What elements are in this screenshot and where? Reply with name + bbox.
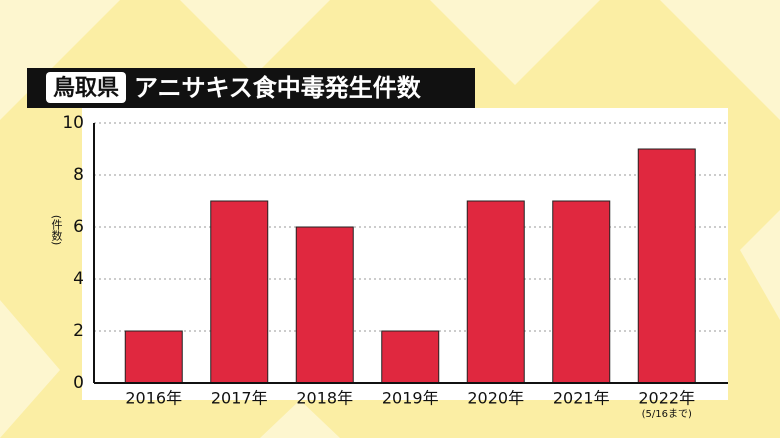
chart-title: アニサキス食中毒発生件数 — [134, 74, 422, 102]
bar — [295, 226, 354, 384]
y-tick-label: 4 — [73, 269, 84, 289]
bar — [637, 148, 696, 384]
x-tick-label: 2020年 — [467, 389, 524, 408]
y-tick-label: 6 — [73, 217, 84, 237]
title-badge-box — [46, 72, 126, 103]
x-tick-label: 2016年 — [125, 389, 182, 408]
x-tick-label: 2022年 — [638, 389, 695, 408]
y-axis-label: (件数) — [50, 215, 63, 246]
bar — [124, 330, 183, 384]
x-tick-label: 2019年 — [382, 389, 439, 408]
y-tick-label: 0 — [73, 373, 84, 393]
bar — [552, 200, 611, 384]
y-tick-label: 8 — [73, 165, 84, 185]
x-tick-note: (5/16まで) — [642, 408, 692, 420]
bar — [466, 200, 525, 384]
bar — [210, 200, 269, 384]
x-tick-label: 2018年 — [296, 389, 353, 408]
x-tick-label: 2021年 — [553, 389, 610, 408]
y-tick-label: 10 — [62, 113, 84, 133]
title-badge: 鳥取県 — [53, 75, 119, 101]
bar — [381, 330, 440, 384]
y-tick-label: 2 — [73, 321, 84, 341]
x-tick-label: 2017年 — [211, 389, 268, 408]
